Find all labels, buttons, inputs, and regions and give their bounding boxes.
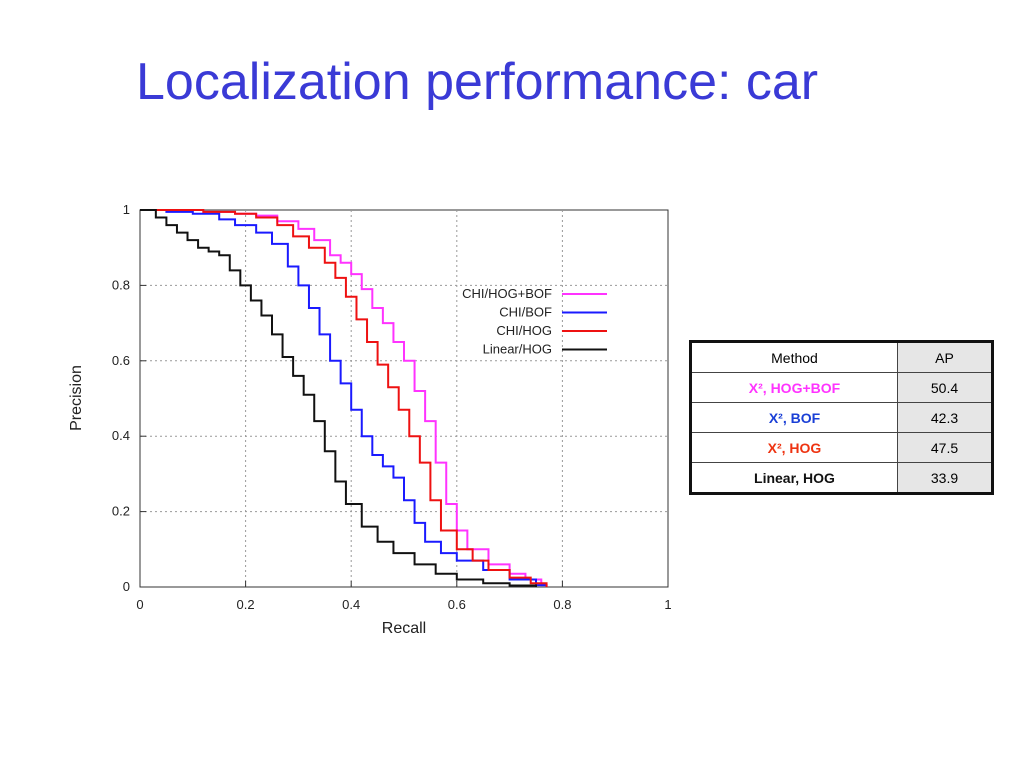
y-tick-label: 0 [123,579,130,594]
table-row: Linear, HOG 33.9 [690,462,993,494]
legend-label: CHI/HOG+BOF [462,286,552,301]
y-tick-label: 0.6 [112,353,130,368]
y-axis-label: Precision [68,365,85,431]
legend-label: CHI/HOG [496,323,552,338]
y-tick-label: 0.2 [112,504,130,519]
series-lines [140,209,548,587]
x-tick-label: 0.6 [448,597,466,612]
x-tick-label: 0.2 [237,597,255,612]
plot-area [139,209,669,588]
x-tick-label: 0.4 [342,597,360,612]
ap-cell: 50.4 [897,372,993,403]
ap-cell: 42.3 [897,402,993,433]
x-tick-label: 0 [136,597,143,612]
method-header: Method [690,341,898,373]
slide-title: Localization performance: car [136,53,819,111]
ap-table: Method AP X², HOG+BOF 50.4 X², BOF 42.3 X², … [689,340,994,495]
method-cell: X², HOG [690,432,898,463]
series-line-linear-hog [140,209,537,587]
x-tick-label: 0.8 [553,597,571,612]
axis-ticks: 0 0.2 0.4 0.6 0.8 1 0 0.2 0.4 0.6 0.8 1 [112,202,672,612]
ap-header: AP [897,341,993,373]
legend-label: Linear/HOG [483,342,552,357]
grid-lines [140,210,668,587]
method-cell: X², HOG+BOF [690,372,898,403]
x-axis-label: Recall [382,620,426,637]
table-body: X², HOG+BOF 50.4 X², BOF 42.3 X², HOG 47.5 Lin… [690,372,993,494]
legend: CHI/HOG+BOF CHI/BOF CHI/HOG Linear/HOG [462,286,607,357]
method-cell: Linear, HOG [690,462,898,494]
x-tick-label: 1 [664,597,671,612]
y-tick-label: 0.4 [112,428,130,443]
ap-cell: 47.5 [897,432,993,463]
series-line-chi-hog [140,209,548,587]
table-row: X², HOG 47.5 [690,432,993,463]
y-tick-label: 1 [123,202,130,217]
table-header-row: Method AP [690,341,993,373]
y-tick-label: 0.8 [112,277,130,292]
method-cell: X², BOF [690,402,898,433]
table-row: X², BOF 42.3 [690,402,993,433]
series-line-chi-bof [140,209,548,587]
table-row: X², HOG+BOF 50.4 [690,372,993,403]
precision-recall-chart: 0 0.2 0.4 0.6 0.8 1 0 0.2 0.4 0.6 0.8 1 CHI/HOG+BOF… [68,202,672,637]
ap-cell: 33.9 [897,462,993,494]
legend-label: CHI/BOF [499,305,552,320]
